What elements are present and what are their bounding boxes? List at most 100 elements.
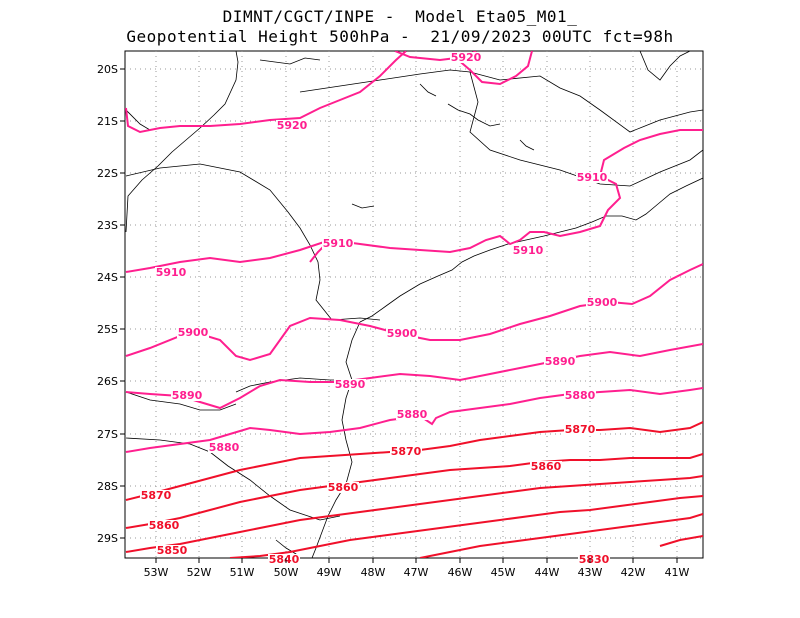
- contour-label: 5910: [513, 244, 544, 257]
- reservoir-1: [447, 103, 501, 127]
- border-interior-1: [125, 163, 321, 281]
- contour-label-bg: [276, 120, 308, 131]
- lon-label: 41W: [665, 566, 690, 579]
- contour-line: [419, 513, 703, 558]
- contour-label-bg: [450, 52, 482, 63]
- contour-label: 5870: [565, 423, 596, 436]
- contour-line: [455, 51, 533, 86]
- contour-label: 5860: [531, 460, 562, 473]
- contour-label-bg: [390, 446, 422, 457]
- lon-label: 49W: [317, 566, 342, 579]
- contour-label: 5890: [172, 389, 203, 402]
- contour-line: [229, 495, 703, 558]
- reservoir-3: [419, 83, 437, 97]
- contour-label: 5850: [157, 544, 188, 557]
- contour-label-bg: [512, 245, 544, 256]
- border-rs-arg: [125, 391, 237, 411]
- coast-sc: [311, 321, 361, 558]
- lat-label: 20S: [97, 63, 118, 76]
- contour-label: 5900: [178, 326, 209, 339]
- contour-label-bg: [268, 554, 300, 565]
- contour-label: 5920: [451, 51, 482, 64]
- lon-label: 44W: [535, 566, 560, 579]
- contour-label: 5910: [323, 237, 354, 250]
- border-mg-rj: [469, 71, 703, 187]
- lat-label: 21S: [97, 115, 118, 128]
- border-sp-mg: [299, 69, 703, 133]
- contour-label-bg: [155, 267, 187, 278]
- contour-label-bg: [322, 238, 354, 249]
- contour-label-bg: [530, 461, 562, 472]
- contour-label-bg: [386, 328, 418, 339]
- latitude-labels: 20S 21S 22S 23S 24S 25S 26S 27S 28S 29S: [97, 63, 125, 545]
- contour-label-bg: [208, 442, 240, 453]
- contour-label: 5870: [141, 489, 172, 502]
- contour-label-bg: [564, 424, 596, 435]
- reservoir-2: [351, 203, 375, 209]
- lat-label: 29S: [97, 532, 118, 545]
- contour-label: 5870: [391, 445, 422, 458]
- longitude-labels: 53W 52W 51W 50W 49W 48W 47W 46W 45W 44W 43W 42W 41W: [144, 558, 690, 579]
- contour-label: 5880: [397, 408, 428, 421]
- lat-label: 22S: [97, 167, 118, 180]
- lon-label: 47W: [404, 566, 429, 579]
- border-sc-rs: [125, 437, 341, 521]
- lat-label: 26S: [97, 375, 118, 388]
- contour-line: [125, 263, 703, 362]
- contour-label: 5880: [209, 441, 240, 454]
- contour-label-bg: [578, 554, 610, 565]
- contour-label: 5880: [565, 389, 596, 402]
- lon-label: 42W: [621, 566, 646, 579]
- contour-label-bg: [576, 172, 608, 183]
- contour-label-bg: [586, 297, 618, 308]
- lon-label: 53W: [144, 566, 169, 579]
- contour-label: 5860: [328, 481, 359, 494]
- contour-label: 5830: [579, 553, 610, 566]
- border-ne: [639, 51, 691, 81]
- contour-label: 5840: [269, 553, 300, 566]
- map-title-line-1: DIMNT/CGCT/INPE - Model Eta05_M01_: [222, 7, 578, 26]
- lat-label: 24S: [97, 271, 118, 284]
- river-minor: [125, 109, 151, 131]
- contour-label-bg: [544, 356, 576, 367]
- reservoir-4: [519, 139, 535, 151]
- lat-label: 23S: [97, 219, 118, 232]
- contour-line: [125, 343, 703, 410]
- lon-label: 48W: [361, 566, 386, 579]
- lon-label: 52W: [187, 566, 212, 579]
- border-ms-sp: [259, 57, 321, 65]
- contour-label-bg: [334, 379, 366, 390]
- contour-label: 5920: [277, 119, 308, 132]
- lat-label: 28S: [97, 480, 118, 493]
- lon-label: 43W: [578, 566, 603, 579]
- contour-labels: 5920 5920 5910 5910 5910 5910 5900 5900 5900 5890…: [140, 51, 618, 566]
- contour-label-bg: [171, 390, 203, 401]
- contour-label: 5860: [149, 519, 180, 532]
- border-west: [125, 51, 239, 233]
- lon-label: 50W: [274, 566, 299, 579]
- contour-label: 5900: [587, 296, 618, 309]
- lon-label: 51W: [230, 566, 255, 579]
- contour-label-bg: [177, 327, 209, 338]
- map-title-line-2: Geopotential Height 500hPa - 21/09/2023 …: [126, 27, 674, 46]
- contour-label: 5890: [335, 378, 366, 391]
- contour-line: [659, 535, 703, 547]
- contour-label-bg: [148, 520, 180, 531]
- contour-line: [125, 51, 407, 134]
- contour-label: 5890: [545, 355, 576, 368]
- contour-label-bg: [140, 490, 172, 501]
- contour-label-bg: [156, 545, 188, 556]
- contour-label: 5900: [387, 327, 418, 340]
- contour-label: 5910: [156, 266, 187, 279]
- contour-label-bg: [396, 409, 428, 420]
- contour-label-bg: [327, 482, 359, 493]
- contour-label: 5910: [577, 171, 608, 184]
- contour-line: [125, 475, 703, 553]
- contour-line: [125, 129, 703, 273]
- lon-label: 46W: [448, 566, 473, 579]
- coastline-borders: [125, 51, 703, 558]
- contour-label-bg: [564, 390, 596, 401]
- lat-label: 27S: [97, 428, 118, 441]
- lon-label: 45W: [491, 566, 516, 579]
